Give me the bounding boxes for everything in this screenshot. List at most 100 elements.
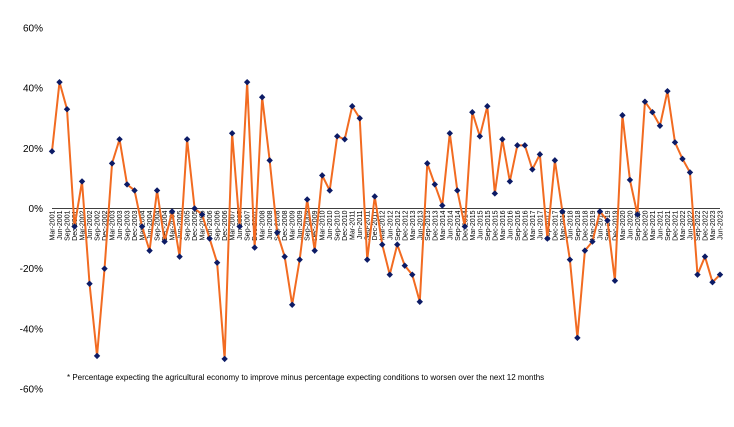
data-point-marker: [536, 151, 544, 158]
data-point-marker: [559, 208, 566, 215]
data-point-marker: [131, 187, 138, 194]
x-tick-label: Mar-2014: [440, 210, 447, 240]
data-point-marker: [183, 136, 191, 143]
data-point-marker: [634, 211, 641, 218]
x-tick-label: Dec-2011: [372, 210, 379, 240]
data-point-marker: [266, 157, 273, 164]
x-tick-label: Jun-2011: [357, 210, 364, 239]
data-point-marker: [356, 115, 363, 122]
x-tick-label: Mar-2010: [320, 210, 327, 240]
y-tick-label: 60%: [23, 24, 43, 35]
data-point-marker: [409, 271, 416, 278]
x-tick-label: Sep-2006: [215, 210, 222, 240]
data-point-marker: [334, 133, 341, 140]
data-point-marker: [469, 109, 476, 116]
x-tick-label: Sep-2016: [515, 210, 522, 240]
y-tick-label: -20%: [20, 264, 43, 275]
x-tick-label: Dec-2013: [432, 210, 439, 240]
data-point-marker: [123, 181, 131, 188]
x-tick-label: Sep-2013: [425, 210, 432, 240]
series-line: [51, 81, 721, 359]
x-tick-label: Jun-2004: [147, 210, 154, 239]
data-point-marker: [679, 155, 686, 163]
x-tick-label: Sep-2014: [455, 210, 462, 240]
data-point-marker: [116, 136, 123, 143]
x-tick-label: Mar-2009: [290, 210, 297, 240]
x-tick-label: Sep-2021: [665, 210, 672, 240]
x-tick-label: Jun-2014: [447, 210, 454, 239]
data-point-marker: [288, 301, 296, 308]
x-tick-label: Jun-2010: [327, 210, 334, 239]
x-tick-label: Mar-2011: [350, 210, 357, 240]
data-point-marker: [251, 244, 258, 251]
data-point-marker: [101, 265, 108, 272]
data-point-marker: [78, 178, 86, 185]
x-tick-label: Dec-2019: [612, 210, 619, 240]
x-tick-label: Jun-2016: [507, 210, 514, 239]
x-tick-label: Dec-2009: [312, 210, 319, 240]
x-tick-label: Jun-2012: [387, 210, 394, 239]
data-point-marker: [48, 148, 56, 155]
data-point-marker: [394, 241, 401, 248]
x-tick-label: Jun-2002: [87, 210, 94, 239]
x-tick-label: Dec-2006: [222, 210, 229, 240]
x-tick-label: Sep-2022: [695, 210, 702, 240]
x-tick-label: Mar-2018: [560, 210, 567, 240]
x-tick-label: Mar-2002: [80, 210, 87, 240]
x-tick-label: Dec-2017: [552, 210, 559, 240]
x-tick-label: Jun-2013: [417, 210, 424, 239]
x-tick-label: Mar-2013: [410, 210, 417, 240]
x-tick-label: Dec-2002: [102, 210, 109, 240]
x-tick-label: Dec-2022: [702, 210, 709, 240]
data-point-marker: [424, 160, 431, 167]
x-tick-label: Mar-2003: [110, 210, 117, 240]
x-tick-label: Jun-2006: [207, 210, 214, 239]
x-tick-label: Jun-2008: [267, 210, 274, 239]
x-tick-label: Sep-2007: [245, 210, 252, 240]
x-tick-label: Dec-2021: [672, 210, 679, 240]
x-tick-label: Jun-2018: [567, 210, 574, 239]
footnote: * Percentage expecting the agricultural …: [67, 373, 544, 382]
data-point-marker: [671, 139, 679, 146]
x-tick-label: Jun-2015: [477, 210, 484, 239]
data-point-marker: [461, 223, 469, 230]
y-tick-label: 40%: [23, 84, 43, 95]
x-tick-label: Jun-2020: [627, 210, 634, 239]
data-point-marker: [161, 238, 168, 245]
data-point-marker: [619, 112, 626, 119]
data-point-marker: [236, 223, 243, 230]
data-point-marker: [319, 172, 326, 179]
data-point-marker: [596, 208, 604, 215]
x-tick-label: Sep-2015: [485, 210, 492, 240]
data-point-marker: [506, 178, 514, 185]
data-point-marker: [349, 103, 356, 110]
x-tick-label: Jun-2021: [657, 210, 664, 239]
data-point-marker: [296, 256, 303, 263]
x-tick-label: Mar-2022: [680, 210, 687, 240]
x-tick-label: Dec-2004: [162, 210, 169, 240]
x-tick-label: Dec-2008: [282, 210, 289, 240]
x-tick-label: Sep-2005: [185, 210, 192, 240]
data-point-marker: [551, 157, 559, 164]
data-point-marker: [581, 247, 589, 254]
data-point-marker: [379, 241, 386, 248]
data-point-marker: [206, 235, 213, 242]
data-point-marker: [281, 253, 288, 260]
x-tick-label: Jun-2019: [597, 210, 604, 239]
x-tick-label: Dec-2018: [582, 210, 589, 240]
data-point-marker: [326, 187, 333, 194]
x-tick-label: Sep-2002: [95, 210, 102, 240]
data-point-marker: [529, 166, 536, 173]
y-tick-label: 20%: [23, 144, 43, 155]
data-point-marker: [168, 208, 176, 215]
x-tick-label: Jun-2009: [297, 210, 304, 239]
x-tick-label: Mar-2012: [380, 210, 387, 240]
x-tick-label: Mar-2005: [170, 210, 177, 240]
x-tick-label: Sep-2008: [275, 210, 282, 240]
x-tick-label: Mar-2016: [500, 210, 507, 240]
data-point-marker: [258, 93, 266, 101]
data-point-marker: [626, 176, 634, 184]
data-point-marker: [93, 352, 101, 360]
data-point-marker: [454, 187, 461, 194]
data-point-marker: [574, 334, 581, 342]
